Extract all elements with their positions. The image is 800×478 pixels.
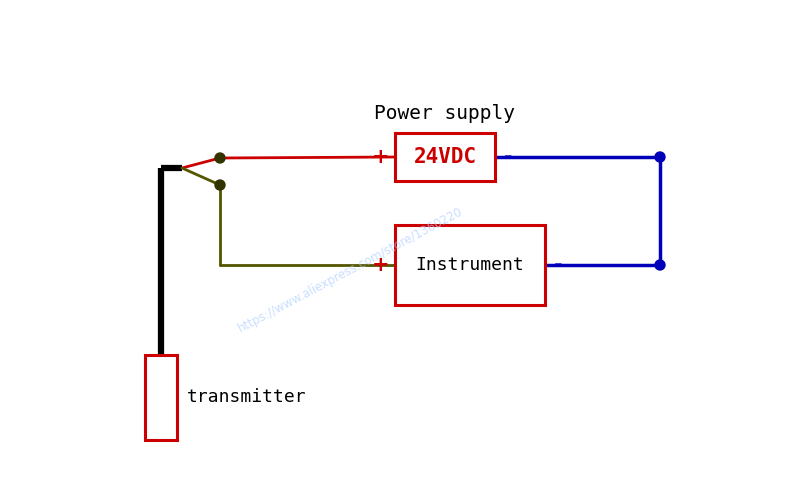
Bar [145,355,177,440]
Text: -: - [504,147,512,167]
Bar [395,133,495,181]
Text: https://www.aliexpress.com/store/1360220: https://www.aliexpress.com/store/1360220 [235,205,465,335]
Text: +: + [372,255,390,275]
Circle shape [655,152,665,162]
Text: transmitter: transmitter [187,389,306,406]
Bar [395,225,545,305]
Text: 24VDC: 24VDC [414,147,477,167]
Circle shape [215,180,225,190]
Text: Power supply: Power supply [374,104,515,122]
Circle shape [655,260,665,270]
Text: Instrument: Instrument [416,256,524,274]
Text: +: + [372,147,390,167]
Text: -: - [554,255,562,275]
Circle shape [215,153,225,163]
